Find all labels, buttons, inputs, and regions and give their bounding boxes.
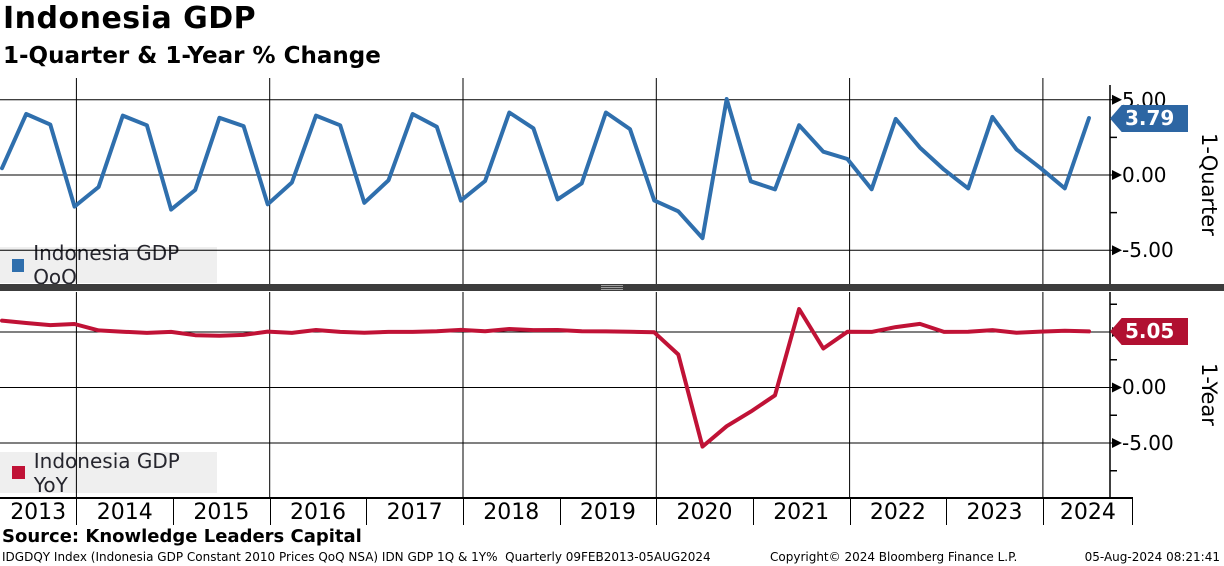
qoq-tick-0: 0.00 [1122,163,1167,187]
yoy-last-value-badge: 5.05 [1110,318,1188,345]
x-axis-year-label: 2013 [10,500,67,525]
x-axis: 2013 2014 2015 2016 2017 2018 2019 2020 2021 2022… [0,497,1224,527]
source-line: Source: Knowledge Leaders Capital [2,526,362,547]
x-axis-year-label: 2019 [579,500,636,525]
yoy-axis-title: 1-Year [1197,363,1221,426]
tick-arrow [1112,438,1122,448]
x-axis-year-label: 2018 [483,500,540,525]
footer-timestamp: 05-Aug-2024 08:21:41 [1084,550,1220,564]
qoq-legend-swatch [12,258,25,272]
footer-security-info: IDGDQY Index (Indonesia GDP Constant 201… [2,550,711,564]
x-axis-year-tick [1132,499,1133,525]
x-axis-year-tick [366,499,368,525]
tick-arrow [1112,245,1122,256]
x-axis-year-label: 2016 [290,500,346,525]
panel-divider [0,284,1224,291]
legend-yoy[interactable]: Indonesia GDP YoY [0,449,217,497]
footer-copyright: Copyright© 2024 Bloomberg Finance L.P. [770,550,1018,564]
x-axis-year-tick [76,499,78,525]
tick-arrow [1112,170,1122,180]
qoq-last-value-badge: 3.79 [1110,105,1188,132]
x-axis-year-label: 2023 [966,500,1023,525]
x-axis-year-label: 2014 [96,500,153,525]
x-axis-year-label: 2024 [1059,500,1116,525]
x-axis-line [0,497,1133,499]
qoq-series-line [0,97,1091,241]
tick-arrow [1112,94,1122,105]
legend-qoq[interactable]: Indonesia GDP QoQ [0,241,217,289]
x-axis-year-tick [462,499,464,525]
x-axis-year-tick [946,499,948,525]
x-axis-year-label: 2017 [386,500,443,525]
x-axis-year-label: 2015 [193,500,250,525]
x-axis-year-tick [752,499,754,525]
tick-arrow [1112,382,1122,393]
x-axis-year-tick [559,499,561,525]
x-axis-year-tick [849,499,851,525]
panel-divider-handle[interactable] [601,285,623,290]
x-axis-year-tick [656,499,658,525]
yoy-tick-0: 0.00 [1122,375,1167,399]
chart-subtitle: 1-Quarter & 1-Year % Change [3,43,381,69]
x-axis-year-tick [1042,499,1044,525]
qoq-axis-title: 1-Quarter [1197,132,1221,236]
yoy-series-line [0,307,1091,449]
x-axis-year-tick [269,499,271,525]
qoq-tick-m5: -5.00 [1122,238,1174,262]
chart-title: Indonesia GDP [3,1,257,36]
qoq-legend-label: Indonesia GDP QoQ [33,241,180,289]
yoy-legend-label: Indonesia GDP YoY [33,448,180,497]
x-axis-year-tick [173,499,175,525]
x-axis-year-label: 2021 [773,500,830,525]
x-axis-year-label: 2022 [869,500,926,525]
yoy-tick-m5: -5.00 [1122,431,1174,455]
yoy-legend-swatch [12,466,25,479]
x-axis-year-label: 2020 [676,500,733,525]
